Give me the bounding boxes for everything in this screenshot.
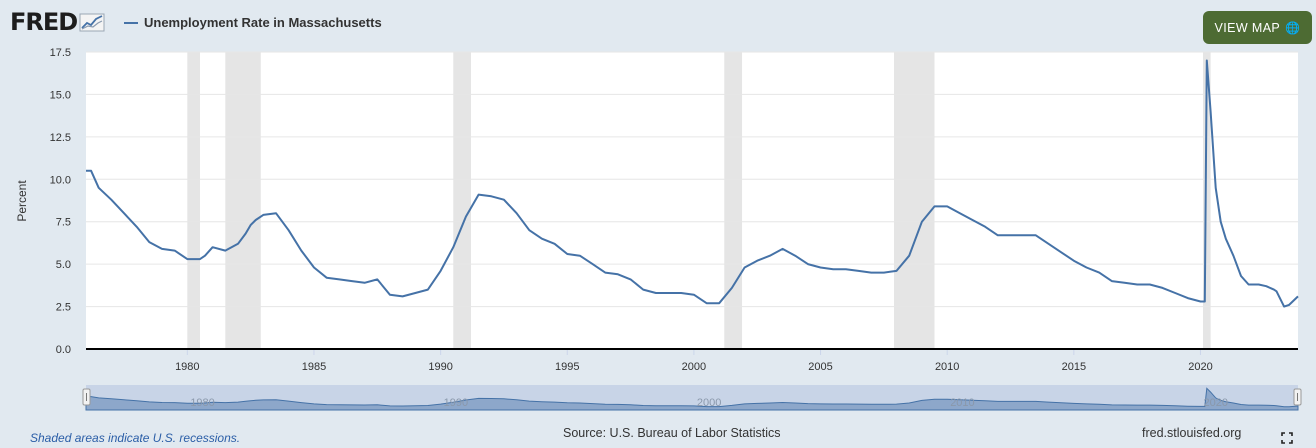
y-tick-label-0: 0.0 [56,344,71,356]
y-axis-label: Percent [15,180,29,222]
navigator-label-0: 1980 [190,397,214,409]
y-tick-label-2: 5.0 [56,259,71,271]
navigator-label-2: 2000 [697,397,721,409]
recession-band-1 [225,52,261,349]
x-tick-label-1: 1985 [302,361,326,373]
view-map-button[interactable]: VIEW MAP 🌐 [1203,11,1312,44]
view-map-label: VIEW MAP [1214,20,1281,35]
fullscreen-icon[interactable] [1281,432,1293,444]
series-line-unemployment-rate [86,59,1299,308]
navigator-label-1: 1990 [444,397,468,409]
navigator-label-4: 2020 [1203,397,1227,409]
navigator-label-3: 2010 [950,397,974,409]
y-tick-label-4: 10.0 [50,174,71,186]
recession-band-5 [1203,52,1211,349]
x-tick-label-6: 2010 [935,361,959,373]
x-axis-ticks: 1980 1985 1990 1995 2000 2005 2010 2015 2020 [175,349,1213,373]
y-tick-label-7: 17.5 [50,47,71,59]
globe-icon: 🌐 [1285,20,1301,35]
fred-logo-graph-icon [79,13,105,32]
x-tick-label-8: 2020 [1188,361,1212,373]
y-tick-label-5: 12.5 [50,132,71,144]
chart-svg: 0.0 2.5 5.0 7.5 10.0 12.5 15.0 17.5 1980 1985 199… [15,47,1302,411]
fred-url-link[interactable]: fred.stlouisfed.org [1142,426,1242,440]
navigator-series-area [85,387,1299,411]
recession-band-2 [453,52,472,349]
x-tick-label-2: 1990 [428,361,452,373]
plot-area [86,52,1298,349]
recessions-note: Shaded areas indicate U.S. recessions. [30,431,241,445]
navigator-labels: 1980 1990 2000 2010 2020 [190,397,1228,409]
x-tick-label-7: 2015 [1062,361,1086,373]
legend-label: Unemployment Rate in Massachusetts [144,15,382,30]
navigator-handle-left[interactable] [82,388,91,406]
y-tick-label-3: 7.5 [56,217,71,229]
fred-logo[interactable]: FRED [10,8,105,36]
navigator[interactable]: 1980 1990 2000 2010 2020 [82,385,1302,411]
x-tick-label-3: 1995 [555,361,579,373]
legend-line-swatch [124,21,138,24]
y-axis-ticks: 0.0 2.5 5.0 7.5 10.0 12.5 15.0 17.5 [50,47,71,356]
recession-band-4 [894,52,935,349]
y-tick-label-1: 2.5 [56,302,71,314]
grid-lines [86,51,1298,308]
chart-legend: Unemployment Rate in Massachusetts [124,15,382,30]
fred-logo-text: FRED [10,8,78,36]
x-tick-label-5: 2005 [808,361,832,373]
navigator-handle-right[interactable] [1293,388,1302,406]
x-tick-label-0: 1980 [175,361,199,373]
y-tick-label-6: 15.0 [50,89,71,101]
recession-band-3 [724,52,743,349]
source-note: Source: U.S. Bureau of Labor Statistics [563,426,781,440]
recession-band-0 [187,52,200,349]
x-tick-label-4: 2000 [682,361,706,373]
recession-shading [187,52,1211,349]
